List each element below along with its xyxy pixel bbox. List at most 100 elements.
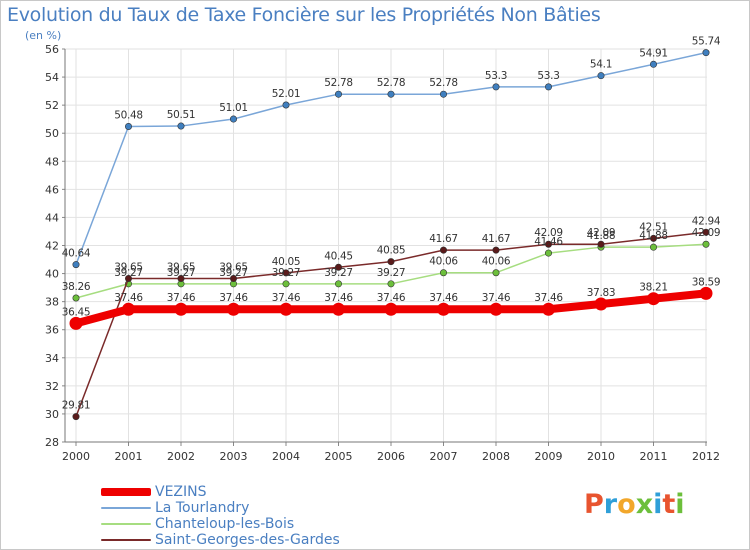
data-point-1 <box>387 90 395 98</box>
data-point-2 <box>492 269 500 277</box>
data-point-1 <box>492 83 500 91</box>
data-point-0 <box>227 302 240 316</box>
data-label-0: 37.46 <box>482 292 511 304</box>
data-label-2: 39.27 <box>114 267 143 279</box>
data-point-0 <box>384 302 398 316</box>
data-label-0: 37.46 <box>534 292 563 304</box>
data-label-2: 41.46 <box>534 236 563 248</box>
data-point-1 <box>230 115 238 123</box>
y-tick-label: 56 <box>45 43 59 56</box>
x-tick-label: 2009 <box>535 450 563 463</box>
data-point-3 <box>597 240 605 248</box>
data-point-3 <box>387 258 395 266</box>
data-point-1 <box>597 72 605 80</box>
data-label-3: 41.67 <box>429 233 458 245</box>
legend-swatch <box>101 488 151 496</box>
proxiti-logo: Proxiti <box>584 489 685 520</box>
data-point-1 <box>282 101 290 109</box>
data-point-2 <box>544 249 552 257</box>
data-point-0 <box>174 302 188 316</box>
data-point-2 <box>439 269 447 277</box>
data-label-2: 39.27 <box>324 267 353 279</box>
legend-label: VEZINS <box>155 484 207 500</box>
data-point-3 <box>702 228 710 236</box>
data-label-0: 37.46 <box>114 292 143 304</box>
data-label-3: 42.94 <box>692 215 721 227</box>
y-tick-label: 28 <box>45 436 59 449</box>
legend-label: La Tourlandry <box>155 500 250 516</box>
data-point-0 <box>437 302 450 316</box>
data-label-3: 39.65 <box>219 261 248 273</box>
data-point-3 <box>334 263 342 271</box>
data-point-0 <box>489 302 503 316</box>
data-label-2: 38.26 <box>62 281 91 293</box>
data-label-3: 40.85 <box>377 245 406 257</box>
data-point-3 <box>492 246 500 254</box>
x-tick-label: 2006 <box>377 450 405 463</box>
data-label-2: 41.88 <box>639 230 668 242</box>
data-label-0: 37.46 <box>324 292 353 304</box>
x-tick-label: 2008 <box>482 450 510 463</box>
chart-unit-label: (en %) <box>25 29 62 42</box>
y-tick-label: 54 <box>45 71 59 84</box>
data-label-3: 40.45 <box>324 250 353 262</box>
data-label-2: 39.27 <box>167 267 196 279</box>
data-label-3: 39.65 <box>167 261 196 273</box>
data-label-2: 39.27 <box>219 267 248 279</box>
y-tick-label: 52 <box>45 99 59 112</box>
data-point-1 <box>72 261 80 269</box>
data-point-3 <box>125 274 133 282</box>
data-point-3 <box>72 413 80 421</box>
data-label-3: 42.51 <box>639 221 668 233</box>
data-point-3 <box>439 246 447 254</box>
data-label-0: 37.46 <box>429 292 458 304</box>
x-tick-label: 2000 <box>62 450 90 463</box>
data-point-0 <box>647 292 660 306</box>
legend-label: Chanteloup-les-Bois <box>155 516 295 532</box>
data-label-2: 41.88 <box>587 230 616 242</box>
data-label-0: 37.46 <box>219 292 248 304</box>
logo-letter: i <box>675 489 685 520</box>
data-point-3 <box>177 274 185 282</box>
data-label-3: 39.65 <box>114 261 143 273</box>
data-label-1: 51.01 <box>219 102 248 114</box>
legend-swatch <box>101 539 151 541</box>
legend-swatch <box>101 523 151 525</box>
logo-letter: i <box>653 489 663 520</box>
logo-letter: P <box>584 489 604 520</box>
x-tick-label: 2007 <box>430 450 458 463</box>
chart-title: Evolution du Taux de Taxe Foncière sur l… <box>7 4 601 26</box>
y-tick-label: 50 <box>45 127 59 140</box>
logo-letter: r <box>603 489 618 520</box>
y-tick-label: 36 <box>45 324 59 337</box>
y-tick-label: 42 <box>45 240 59 253</box>
data-label-0: 37.83 <box>587 287 616 299</box>
y-tick-label: 44 <box>45 211 59 224</box>
x-tick-label: 2012 <box>692 450 720 463</box>
data-point-0 <box>542 302 555 316</box>
data-point-2 <box>387 280 395 288</box>
legend-label: Saint-Georges-des-Gardes <box>155 532 340 548</box>
data-point-1 <box>544 83 552 91</box>
data-label-0: 36.45 <box>62 306 91 318</box>
x-tick-label: 2004 <box>272 450 300 463</box>
x-tick-label: 2005 <box>325 450 353 463</box>
data-point-1 <box>439 90 447 98</box>
y-tick-label: 46 <box>45 183 59 196</box>
data-label-0: 37.46 <box>167 292 196 304</box>
data-label-1: 40.64 <box>62 248 91 260</box>
x-tick-label: 2003 <box>220 450 248 463</box>
y-tick-label: 48 <box>45 155 59 168</box>
data-label-1: 52.78 <box>324 77 353 89</box>
data-label-2: 40.06 <box>482 256 511 268</box>
data-label-2: 39.27 <box>272 267 301 279</box>
data-label-3: 29.81 <box>62 400 91 412</box>
data-point-0 <box>279 302 293 316</box>
x-tick-label: 2001 <box>115 450 143 463</box>
data-point-2 <box>282 280 290 288</box>
data-label-0: 38.21 <box>639 282 668 294</box>
data-point-2 <box>702 240 710 248</box>
data-point-2 <box>72 294 80 302</box>
data-label-0: 38.59 <box>692 276 721 288</box>
